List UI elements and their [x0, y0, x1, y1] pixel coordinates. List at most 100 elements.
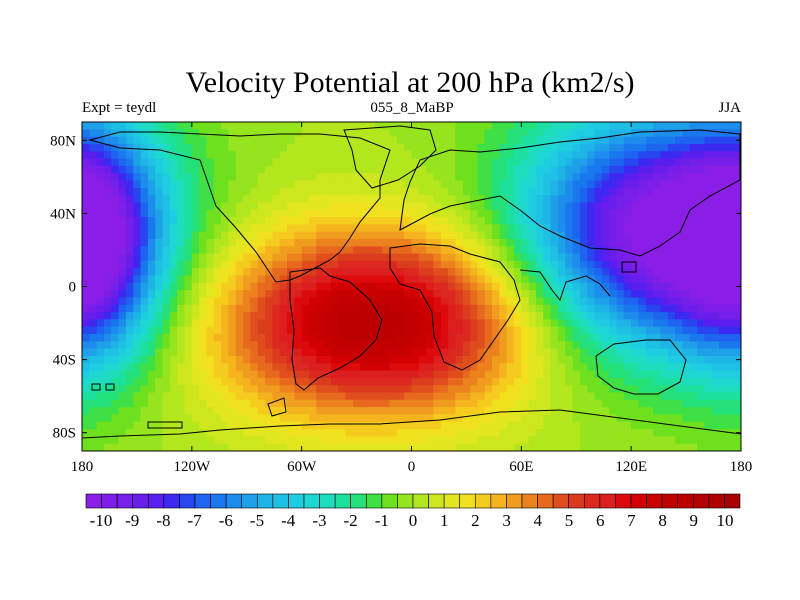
field-cell — [426, 173, 435, 182]
field-cell — [726, 260, 735, 269]
field-cell — [250, 407, 259, 416]
field-cell — [250, 195, 259, 204]
field-cell — [96, 377, 105, 386]
field-cell — [506, 136, 515, 145]
field-cell — [323, 275, 332, 284]
field-cell — [147, 341, 156, 350]
field-cell — [184, 443, 193, 451]
field-cell — [675, 151, 684, 160]
field-cell — [206, 209, 215, 218]
field-cell — [82, 202, 90, 211]
field-cell — [411, 377, 420, 386]
field-cell — [199, 136, 208, 145]
field-cell — [323, 209, 332, 218]
field-cell — [140, 238, 149, 247]
field-cell — [177, 122, 186, 130]
field-cell — [250, 173, 259, 182]
field-cell — [389, 399, 398, 408]
field-cell — [660, 217, 669, 225]
field-cell — [111, 180, 120, 189]
field-cell — [689, 238, 698, 247]
field-cell — [213, 436, 222, 445]
field-cell — [308, 355, 317, 364]
field-cell — [535, 195, 544, 204]
field-cell — [265, 290, 273, 299]
field-cell — [374, 209, 383, 218]
field-cell — [550, 209, 559, 218]
field-cell — [484, 187, 493, 196]
x-tick-label: 0 — [408, 459, 416, 475]
field-cell — [221, 282, 230, 291]
field-cell — [133, 165, 142, 174]
field-cell — [477, 260, 486, 269]
field-cell — [265, 136, 273, 145]
field-cell — [133, 136, 142, 145]
field-cell — [667, 443, 676, 451]
field-cell — [470, 399, 478, 408]
field-cell — [733, 436, 741, 445]
field-cell — [147, 173, 156, 182]
field-cell — [623, 238, 632, 247]
field-cell — [191, 268, 200, 277]
field-cell — [367, 187, 376, 196]
field-cell — [704, 282, 713, 291]
field-cell — [221, 363, 230, 372]
field-cell — [726, 122, 735, 130]
field-cell — [514, 268, 522, 277]
field-cell — [374, 224, 383, 233]
field-cell — [660, 341, 669, 350]
field-cell — [616, 282, 625, 291]
field-cell — [404, 319, 413, 328]
field-cell — [352, 165, 361, 174]
field-cell — [506, 209, 515, 218]
field-cell — [499, 268, 508, 277]
field-cell — [279, 209, 288, 218]
field-cell — [330, 136, 339, 145]
field-cell — [623, 158, 632, 167]
field-cell — [616, 209, 625, 218]
field-cell — [557, 370, 566, 379]
field-cell — [111, 268, 120, 277]
field-cell — [243, 377, 252, 386]
field-cell — [191, 341, 200, 350]
field-cell — [352, 385, 361, 394]
field-cell — [162, 165, 171, 174]
field-cell — [550, 122, 559, 130]
field-cell — [228, 355, 237, 364]
field-cell — [426, 377, 435, 386]
field-cell — [367, 399, 376, 408]
field-cell — [675, 341, 684, 350]
field-cell — [125, 209, 134, 218]
field-cell — [330, 348, 339, 357]
field-cell — [374, 238, 383, 247]
field-cell — [601, 355, 610, 364]
field-cell — [411, 136, 420, 145]
field-cell — [697, 304, 705, 313]
field-cell — [455, 392, 464, 401]
field-cell — [440, 304, 449, 313]
field-cell — [689, 260, 698, 269]
field-cell — [96, 399, 105, 408]
field-cell — [653, 231, 662, 240]
colorbar-box — [459, 493, 476, 509]
field-cell — [440, 421, 449, 430]
field-cell — [301, 158, 310, 167]
colorbar-label: 1 — [440, 511, 449, 530]
field-cell — [521, 363, 530, 372]
field-cell — [316, 238, 325, 247]
field-cell — [265, 297, 273, 306]
field-cell — [609, 334, 618, 342]
field-cell — [543, 260, 552, 269]
field-cell — [243, 407, 252, 416]
field-cell — [235, 158, 244, 167]
field-cell — [601, 392, 610, 401]
field-cell — [682, 443, 691, 451]
field-cell — [492, 260, 500, 269]
field-cell — [147, 414, 156, 423]
field-cell — [89, 282, 98, 291]
field-cell — [521, 180, 530, 189]
field-cell — [352, 217, 361, 225]
field-cell — [462, 341, 471, 350]
field-cell — [374, 136, 383, 145]
field-cell — [140, 297, 149, 306]
